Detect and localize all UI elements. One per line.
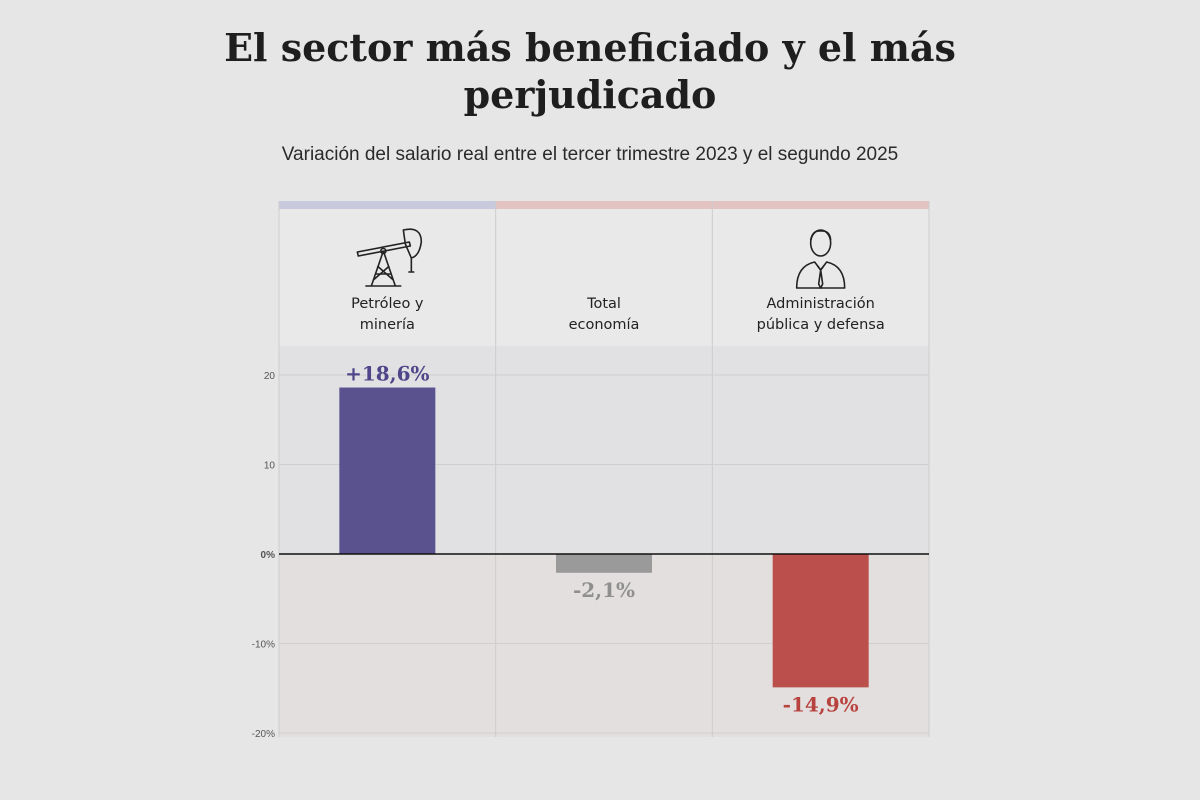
category-top-strip [495, 201, 713, 209]
y-tick-label: 0% [261, 550, 276, 561]
chart-title: El sector más beneficiado y el más perju… [224, 25, 956, 117]
bar-value-label: +18,6% [345, 362, 429, 386]
bar-value-label: -2,1% [573, 578, 635, 602]
gridlines [278, 201, 930, 737]
category-label: pública y defensa [757, 317, 885, 333]
y-tick-label: -20% [252, 729, 275, 740]
chart-subtitle: Variación del salario real entre el terc… [281, 144, 899, 165]
category-headers: Petróleo y minería Total economía Administra… [351, 228, 885, 333]
oil-pump-icon [356, 228, 423, 287]
official-person-icon [795, 229, 846, 289]
bar [556, 554, 652, 573]
y-tick-label: 10 [264, 461, 276, 472]
y-axis: 20 10 0% -10% -20% [252, 371, 929, 740]
bar [339, 387, 436, 554]
category-label: Total [586, 296, 621, 312]
category-label: Petróleo y [351, 296, 424, 312]
category-label: minería [360, 317, 415, 333]
y-tick-label: 20 [264, 371, 276, 382]
bars: +18,6% -2,1% -14,9% [339, 362, 869, 716]
bar [772, 554, 869, 688]
bar-value-label: -14,9% [783, 692, 859, 716]
category-top-strip [712, 201, 929, 209]
y-tick-label: -10% [252, 640, 275, 651]
category-label: economía [569, 317, 640, 333]
category-label: Administración [766, 296, 874, 312]
category-top-strip [279, 201, 496, 209]
